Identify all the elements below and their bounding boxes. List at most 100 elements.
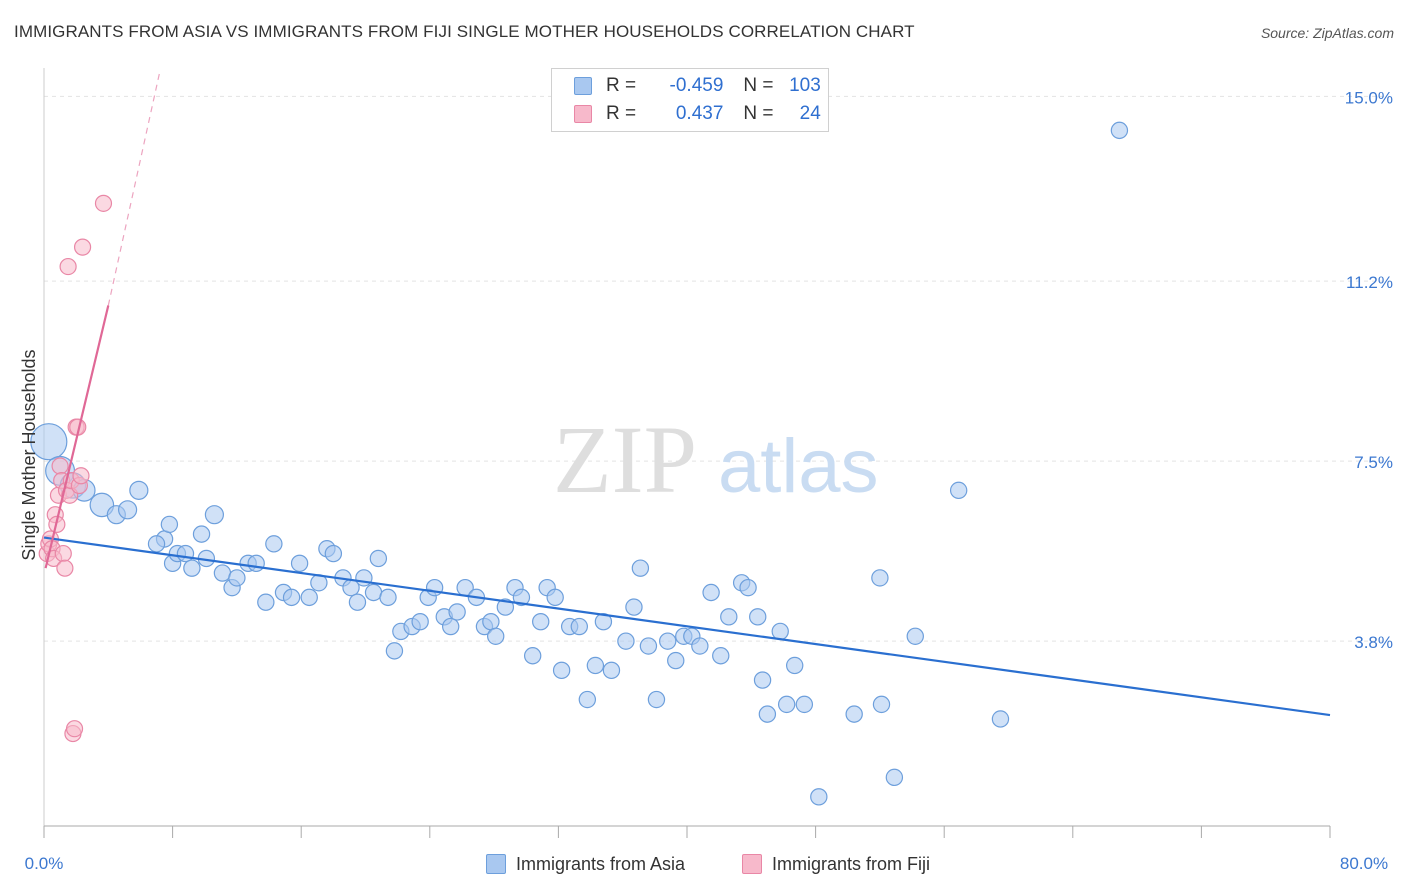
asia-point [1110,121,1129,140]
asia-point [385,642,404,660]
asia-point [411,612,429,631]
fiji-point [59,257,77,276]
asia-point [810,788,828,806]
asia-point [204,505,224,525]
legend-fiji-n-label: N = [743,103,774,124]
legend-row-asia: R = -0.459 N = 103 [574,73,821,99]
y-tick-label: 15.0% [1345,88,1393,107]
chart-source: Source: ZipAtlas.com [1260,25,1394,41]
asia-point [282,588,301,607]
legend-row-fiji: R = 0.437 N = 24 [574,101,821,127]
asia-point [129,480,149,500]
legend-fiji-r-value: 0.437 [675,103,724,124]
bottom-legend-label-fiji: Immigrants from Fiji [772,853,931,874]
asia-point [160,515,179,534]
asia-point [659,632,677,650]
watermark-atlas: atlas [718,424,879,509]
asia-point [147,535,166,553]
asia-point [720,608,738,626]
asia-point [691,637,709,655]
asia-point [594,612,613,631]
asia-point [845,705,863,723]
asia-point [991,710,1010,728]
y-axis-title: Single Mother Households [19,349,39,560]
fiji-point [94,194,113,212]
asia-point [667,651,685,670]
watermark-zip: ZIP [553,406,697,513]
asia-point [369,549,388,568]
asia-trendline [43,536,1331,717]
asia-point [712,647,730,665]
asia-point [257,593,275,611]
fiji-point [65,720,84,738]
fiji-point [72,467,90,485]
asia-point [739,578,757,597]
asia-point [441,617,460,636]
asia-point [448,603,466,621]
asia-point [639,637,658,655]
legend-fiji-r-label: R = [606,103,637,124]
legend-asia-r-value: -0.459 [669,75,724,96]
asia-point [885,768,904,787]
asia-point [872,695,891,714]
asia-point [625,598,643,616]
legend-swatch-asia [574,77,592,95]
asia-point [906,627,924,645]
bottom-legend-label-asia: Immigrants from Asia [516,853,686,874]
asia-point [379,588,397,607]
asia-point [586,656,605,675]
asia-point [183,559,201,577]
legend-asia-r-label: R = [606,75,637,96]
asia-point [749,608,767,626]
asia-point [523,647,542,665]
bottom-legend-asia: Immigrants from Asia [486,852,685,876]
asia-point [795,695,814,714]
asia-point [300,588,318,607]
asia-point [786,656,804,675]
asia-point [192,525,211,543]
asia-point [647,690,666,709]
legend-swatch-fiji [574,105,592,123]
asia-point [247,554,265,573]
axis-labels: 3.8% 7.5% 11.2% 15.0% 0.0% 80.0% Single Mother… [19,88,1393,873]
y-tick-label: 3.8% [1354,633,1393,652]
trendlines [43,71,1331,717]
fiji-point [54,544,72,563]
watermark: ZIP atlas [553,406,879,513]
asia-point [213,564,232,582]
x-tick-label-min: 0.0% [25,854,64,873]
grid-lines [44,95,1390,642]
legend-asia-n-label: N = [743,75,774,96]
asia-point [777,695,796,714]
asia-point [871,569,889,587]
asia-point [348,593,367,611]
fiji-trendline [44,305,110,569]
y-tick-label: 11.2% [1346,273,1393,292]
bottom-legend-fiji: Immigrants from Fiji [742,852,930,876]
asia-point [265,535,283,553]
asia-point [771,622,789,641]
bottom-legend-swatch-asia [486,854,506,874]
asia-point [546,588,564,607]
x-tick-label-max: 80.0% [1340,854,1388,873]
asia-point [364,583,383,602]
asia-point [512,588,531,607]
fiji-point [56,559,74,577]
asia-point [758,705,777,723]
y-tick-label: 7.5% [1354,453,1393,472]
asia-point [552,661,571,680]
asia-point [602,661,621,680]
asia-point [631,559,650,577]
chart-title: IMMIGRANTS FROM ASIA VS IMMIGRANTS FROM … [14,22,915,41]
asia-point [324,544,343,563]
asia-point [702,583,720,602]
asia-point [496,598,515,616]
asia-point [532,612,550,631]
legend-asia-n-value: 103 [789,75,821,96]
correlation-legend: R = -0.459 N = 103 R = 0.437 N = 24 [551,68,829,132]
asia-point [487,627,505,645]
asia-point [753,671,772,689]
asia-points [30,121,1129,806]
asia-point [117,500,138,520]
